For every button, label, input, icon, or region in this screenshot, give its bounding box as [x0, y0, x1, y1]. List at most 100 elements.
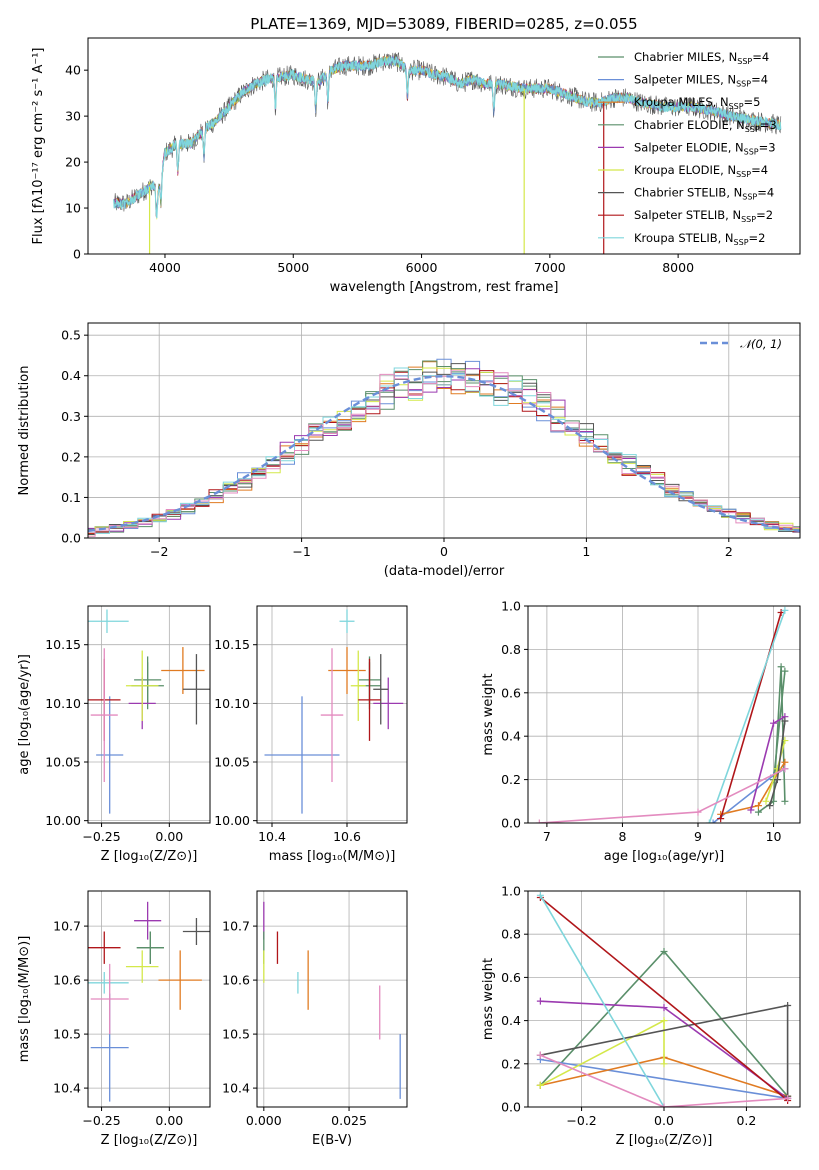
x-tick-label: 2 [725, 544, 733, 559]
panel-weight_vs_age: 7 8 9 10 0.0 0.2 0.4 0.6 0.8 1.0 age [log₁₀(age/yr… [481, 599, 801, 864]
weight-marker [660, 1103, 668, 1107]
y-tick-label: 10.5 [222, 1027, 250, 1042]
y-tick-label: 10.10 [45, 696, 81, 711]
plot-area [535, 606, 789, 823]
legend-name: Chabrier ELODIE, N [634, 118, 745, 132]
plot-area [264, 609, 404, 814]
y-tick-label: 10.5 [53, 1027, 81, 1042]
axes-frame [87, 890, 211, 1108]
y-tick-label: 0.4 [61, 368, 81, 383]
weight-marker [781, 606, 789, 614]
plot-area [88, 358, 800, 537]
weight-marker [535, 819, 543, 823]
y-axis-label: mass [log₁₀(M/M⊙)] [17, 936, 32, 1063]
legend-name: Chabrier MILES, N [634, 50, 737, 64]
x-axis-label: age [log₁₀(age/yr)] [604, 849, 725, 864]
y-tick-label: 0.0 [61, 531, 81, 546]
weight-marker [781, 758, 789, 766]
y-tick-label: 10.15 [214, 637, 250, 652]
y-tick-label: 30 [65, 109, 81, 124]
histogram-line [88, 358, 800, 534]
weight-marker [784, 1094, 792, 1102]
y-tick-label: 0 [73, 247, 81, 262]
y-tick-label: 0.0 [501, 1100, 521, 1115]
x-tick-label: 0.000 [246, 1113, 282, 1128]
legend-label: Salpeter ELODIE, NSSP=3 [634, 140, 776, 156]
weight-marker [536, 997, 544, 1005]
legend-value: =5 [744, 95, 761, 109]
plot-area [88, 901, 210, 1102]
plot-area [113, 52, 782, 254]
y-tick-label: 10.05 [45, 755, 81, 770]
legend-value: =4 [751, 73, 768, 87]
weight-marker [709, 819, 717, 823]
legend-label: Salpeter STELIB, NSSP=2 [634, 208, 773, 224]
weight-line [708, 610, 786, 823]
spectrum-line [113, 56, 782, 219]
normal-curve [88, 374, 800, 533]
legend-name: Salpeter ELODIE, N [634, 140, 744, 154]
x-tick-label: 8 [618, 829, 626, 844]
y-axis-label: mass weight [481, 958, 496, 1040]
x-tick-label: 10 [766, 829, 782, 844]
y-tick-label: 10.4 [222, 1081, 250, 1096]
weight-line [540, 1054, 788, 1107]
y-tick-label: 0.8 [501, 927, 521, 942]
weight-marker [773, 765, 781, 773]
weight-marker [660, 1004, 668, 1012]
legend-sub: SSP [742, 193, 757, 202]
legend-name: Salpeter MILES, N [634, 73, 736, 87]
y-tick-label: 0.6 [501, 685, 521, 700]
legend-label: Chabrier STELIB, NSSP=4 [634, 186, 774, 202]
x-axis-label: E(B-V) [312, 1133, 352, 1148]
legend-sub: SSP [741, 215, 756, 224]
legend-label: Kroupa MILES, NSSP=5 [634, 95, 760, 111]
legend-value: =2 [756, 208, 773, 222]
x-tick-label: 0.00 [155, 829, 183, 844]
axes-frame [87, 37, 801, 255]
weight-marker [754, 808, 762, 816]
x-tick-label: 4000 [149, 260, 181, 275]
weight-marker [770, 719, 778, 727]
x-axis-label: Z [log₁₀(Z/Z⊙)] [616, 1133, 713, 1148]
plot-area [536, 891, 792, 1107]
x-tick-label: 7000 [534, 260, 566, 275]
weight-marker [784, 1001, 792, 1009]
weight-line [539, 894, 665, 1107]
y-tick-label: 1.0 [501, 884, 521, 899]
legend-name: Kroupa ELODIE, N [634, 163, 736, 177]
legend-label: Kroupa STELIB, NSSP=2 [634, 231, 765, 247]
x-tick-label: 1 [582, 544, 590, 559]
panel-age_vs_Z: −0.25 0.00 10.00 10.05 10.10 10.15 Z [log₁₀(Z/… [17, 605, 211, 864]
y-tick-label: 10.00 [45, 813, 81, 828]
legend-name: Chabrier STELIB, N [634, 186, 742, 200]
panel-residuals: 𝒩(0, 1) −2 −1 0 1 2 0.0 0.1 0.2 0.3 0.4 0.5 (data-mo… [17, 322, 801, 579]
legend-label: Salpeter MILES, NSSP=4 [634, 73, 768, 89]
y-tick-label: 0.2 [501, 772, 521, 787]
y-tick-label: 0.5 [61, 328, 81, 343]
y-tick-label: 10.6 [53, 973, 81, 988]
y-axis-label: mass weight [481, 673, 496, 755]
weight-marker [777, 663, 785, 671]
legend-value: =4 [751, 163, 768, 177]
y-tick-label: 0.4 [501, 729, 521, 744]
weight-marker [781, 765, 789, 773]
axes-frame [527, 605, 801, 824]
legend-sub: SSP [736, 80, 751, 89]
legend-value: =3 [760, 118, 777, 132]
x-tick-label: 0 [440, 544, 448, 559]
y-tick-label: 0.8 [501, 642, 521, 657]
histogram-line [88, 363, 800, 535]
x-tick-label: −2 [150, 544, 168, 559]
weight-marker [660, 1060, 668, 1068]
legend-sub: SSP [745, 125, 760, 134]
x-tick-label: 0.2 [736, 1113, 756, 1128]
axes-frame [256, 605, 408, 824]
axes-frame [87, 605, 211, 824]
legend-name: Kroupa MILES, N [634, 95, 729, 109]
weight-marker [705, 819, 713, 823]
y-tick-label: 10.4 [53, 1081, 81, 1096]
legend-value: =3 [759, 140, 776, 154]
